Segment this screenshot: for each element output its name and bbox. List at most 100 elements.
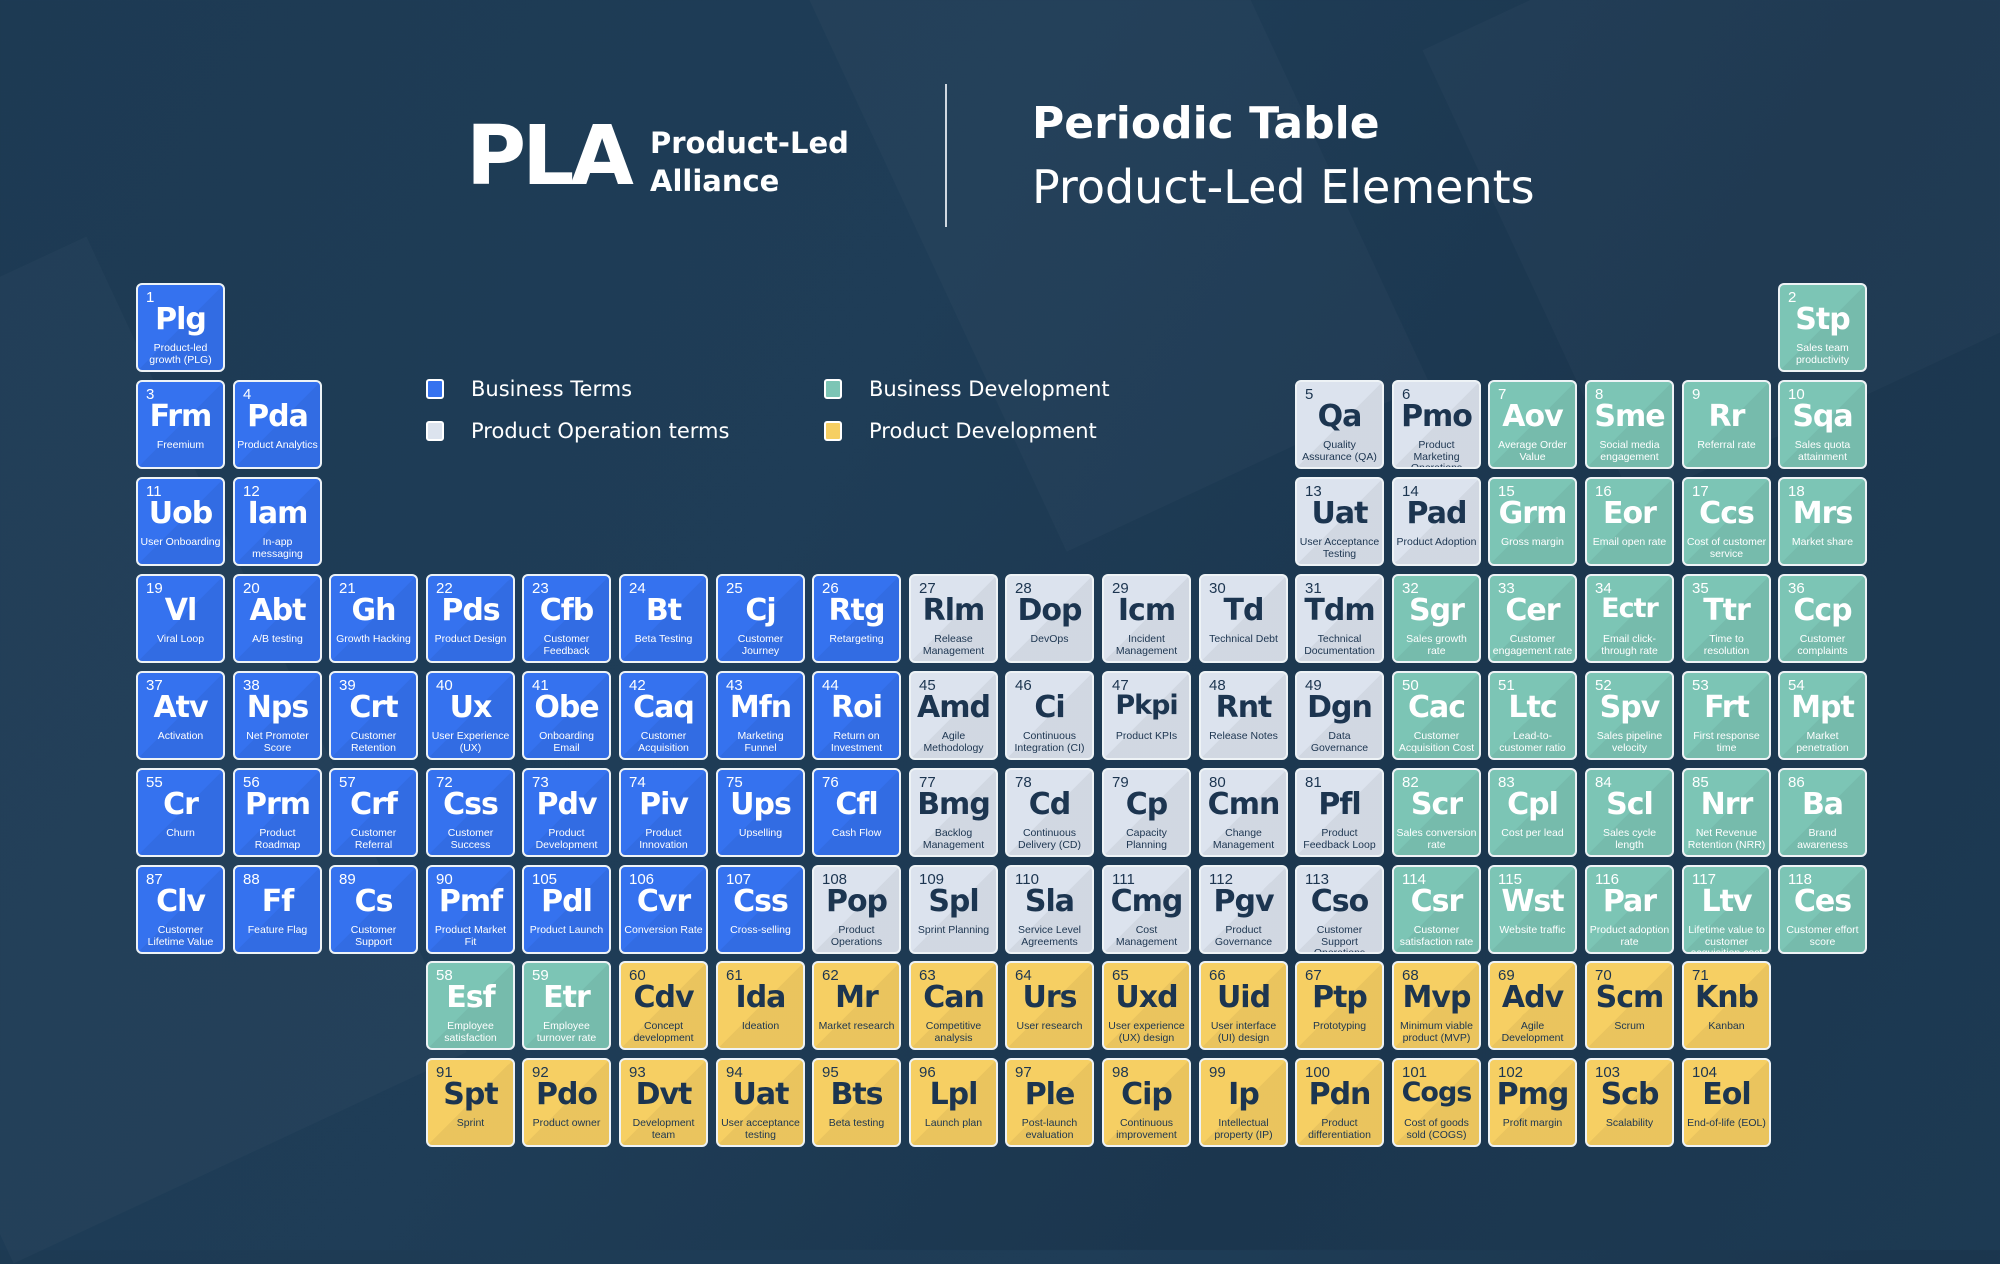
element-name: A/B testing — [252, 633, 303, 645]
element-symbol: Can — [923, 980, 985, 1015]
element-number: 95 — [822, 1064, 839, 1081]
element-symbol: Par — [1602, 884, 1657, 919]
element-cell-cogs: 101 Cogs Cost of goods sold (COGS) — [1392, 1058, 1481, 1147]
element-number: 88 — [243, 871, 260, 888]
element-symbol: Rlm — [922, 593, 986, 628]
element-symbol: Atv — [153, 690, 208, 725]
element-number: 8 — [1595, 386, 1604, 403]
element-cell-ida: 61 Ida Ideation — [716, 961, 805, 1050]
element-cell-ccp: 36 Ccp Customer complaints — [1778, 574, 1867, 663]
element-name: Capacity Planning — [1126, 827, 1167, 851]
element-number: 71 — [1692, 967, 1709, 984]
element-name: User research — [1016, 1020, 1083, 1032]
element-name: Social media engagement — [1599, 439, 1660, 463]
element-symbol: Pkpi — [1115, 690, 1178, 721]
element-name: In-app messaging — [252, 536, 303, 560]
element-symbol: Nps — [246, 690, 309, 725]
element-name: Employee satisfaction — [444, 1020, 497, 1044]
element-symbol: Pds — [441, 593, 500, 628]
element-symbol: Pdo — [535, 1077, 598, 1112]
element-name: Customer Acquisition — [638, 730, 689, 754]
element-cell-uid: 66 Uid User interface (UI) design — [1199, 961, 1288, 1050]
element-number: 15 — [1498, 483, 1515, 500]
element-number: 99 — [1209, 1064, 1226, 1081]
element-cell-grm: 15 Grm Gross margin — [1488, 477, 1577, 566]
element-symbol: Spv — [1599, 690, 1661, 725]
element-number: 67 — [1305, 967, 1322, 984]
element-cell-scm: 70 Scm Scrum — [1585, 961, 1674, 1050]
element-symbol: Ida — [735, 980, 787, 1015]
element-symbol: Pfl — [1318, 787, 1361, 822]
element-symbol: Ip — [1228, 1077, 1260, 1112]
element-number: 100 — [1305, 1064, 1331, 1081]
element-number: 14 — [1402, 483, 1419, 500]
element-symbol: Nrr — [1700, 787, 1754, 822]
element-number: 9 — [1692, 386, 1701, 403]
element-name: Cash Flow — [831, 827, 882, 839]
element-name: Beta testing — [828, 1117, 885, 1129]
logo-wordmark: Product-Led Alliance — [650, 124, 849, 200]
element-name: Sprint — [456, 1117, 485, 1129]
element-cell-pdn: 100 Pdn Product differentiation — [1295, 1058, 1384, 1147]
element-name: Email open rate — [1592, 536, 1667, 548]
element-name: Intellectual property (IP) — [1214, 1117, 1273, 1141]
element-number: 39 — [339, 677, 356, 694]
element-number: 86 — [1788, 774, 1805, 791]
element-symbol: Spl — [928, 884, 979, 919]
logo-line-2: Alliance — [650, 164, 780, 198]
element-number: 3 — [146, 386, 155, 403]
element-number: 49 — [1305, 677, 1322, 694]
element-cell-scl: 84 Scl Sales cycle length — [1585, 768, 1674, 857]
element-name: Agile Development — [1501, 1020, 1564, 1044]
element-cell-spl: 109 Spl Sprint Planning — [909, 865, 998, 954]
element-name: Quality Assurance (QA) — [1302, 439, 1377, 463]
element-number: 35 — [1692, 580, 1709, 597]
element-name: Sales pipeline velocity — [1596, 730, 1663, 754]
element-number: 93 — [629, 1064, 646, 1081]
element-number: 28 — [1015, 580, 1032, 597]
element-symbol: Bt — [645, 593, 682, 628]
element-cell-cmg: 111 Cmg Cost Management — [1102, 865, 1191, 954]
element-cell-sgr: 32 Sgr Sales growth rate — [1392, 574, 1481, 663]
element-symbol: Frm — [149, 399, 213, 434]
element-symbol: Cd — [1028, 787, 1072, 822]
element-number: 76 — [822, 774, 839, 791]
element-name: Beta Testing — [634, 633, 693, 645]
element-number: 69 — [1498, 967, 1515, 984]
element-number: 60 — [629, 967, 646, 984]
element-cell-plg: 1 Plg Product-led growth (PLG) — [136, 283, 225, 372]
element-symbol: Pmo — [1401, 399, 1473, 434]
element-number: 72 — [436, 774, 453, 791]
element-symbol: Plg — [155, 302, 207, 337]
element-number: 18 — [1788, 483, 1805, 500]
element-name: Technical Documentation — [1304, 633, 1375, 657]
element-symbol: Knb — [1694, 980, 1759, 1015]
element-name: Customer Support Operations — [1313, 924, 1366, 954]
element-symbol: Mrs — [1792, 496, 1854, 531]
element-cell-icm: 29 Icm Incident Management — [1102, 574, 1191, 663]
element-cell-caq: 42 Caq Customer Acquisition — [619, 671, 708, 760]
element-name: Product Adoption — [1396, 536, 1477, 548]
element-cell-pds: 22 Pds Product Design — [426, 574, 515, 663]
element-number: 83 — [1498, 774, 1515, 791]
element-symbol: Pda — [247, 399, 309, 434]
element-name: User Onboarding — [140, 536, 221, 548]
element-cell-ces: 118 Ces Customer effort score — [1778, 865, 1867, 954]
element-name: Cross-selling — [730, 924, 791, 936]
element-symbol: Pop — [825, 884, 888, 919]
element-symbol: Stp — [1795, 302, 1850, 337]
element-symbol: Sla — [1024, 884, 1075, 919]
element-symbol: Ci — [1034, 690, 1065, 725]
element-name: Prototyping — [1312, 1020, 1367, 1032]
element-symbol: Roi — [831, 690, 883, 725]
element-number: 68 — [1402, 967, 1419, 984]
element-number: 103 — [1595, 1064, 1621, 1081]
element-symbol: Uat — [732, 1077, 790, 1112]
element-name: Product Governance — [1214, 924, 1273, 948]
element-cell-cfl: 76 Cfl Cash Flow — [812, 768, 901, 857]
element-cell-pgv: 112 Pgv Product Governance — [1199, 865, 1288, 954]
element-symbol: Cmn — [1207, 787, 1281, 822]
element-name: Product-led growth (PLG) — [149, 342, 212, 366]
legend-item-product-operation: Product Operation terms — [426, 419, 729, 443]
element-symbol: Cfb — [539, 593, 595, 628]
